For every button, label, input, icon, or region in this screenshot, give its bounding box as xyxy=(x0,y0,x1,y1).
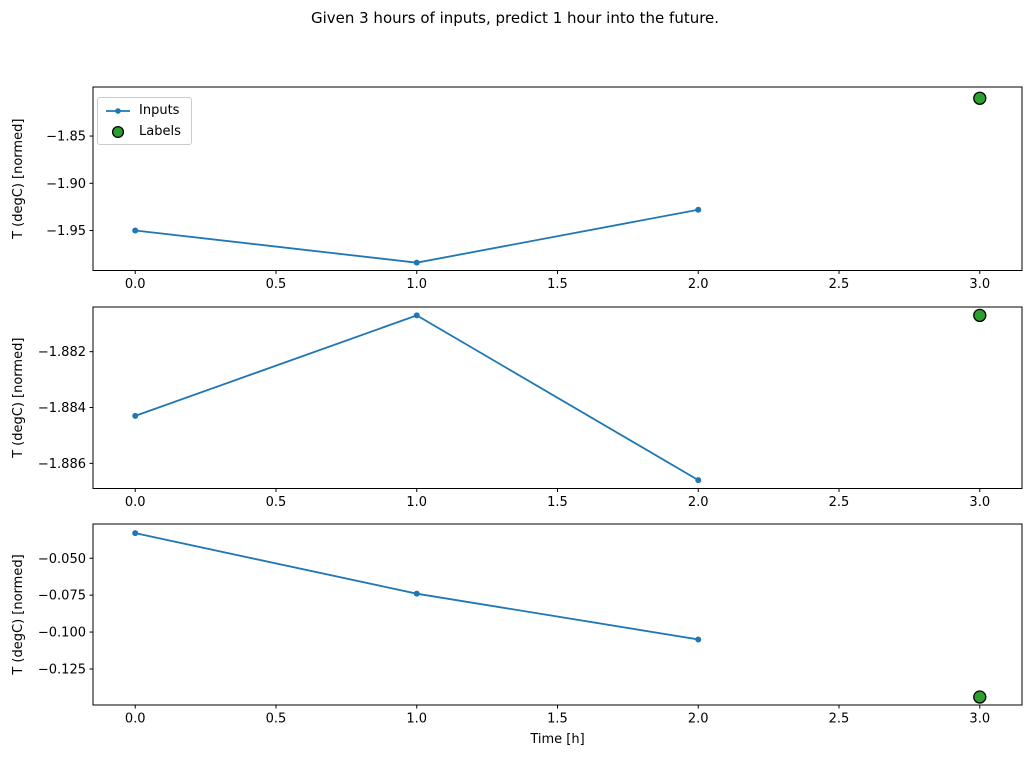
y-tick-label: −1.882 xyxy=(38,345,86,360)
inputs-line xyxy=(135,532,699,641)
x-tick-label: 1.5 xyxy=(547,277,568,292)
x-tick-label: 1.5 xyxy=(547,712,568,727)
y-tick-label: −0.075 xyxy=(38,589,86,604)
inputs-marker xyxy=(695,206,702,213)
legend: Inputs Labels xyxy=(97,97,192,145)
x-tick-label: 1.0 xyxy=(406,495,427,510)
x-tick-label: 2.5 xyxy=(829,495,850,510)
inputs-line xyxy=(135,208,699,264)
inputs-marker xyxy=(132,412,139,419)
inputs-marker xyxy=(695,636,702,643)
inputs-marker xyxy=(413,312,420,319)
y-axis-label: T (degC) [normed] xyxy=(11,338,26,459)
inputs-line xyxy=(134,314,699,481)
inputs-marker xyxy=(132,530,139,537)
inputs-marker xyxy=(413,590,420,597)
x-tick-label: 0.0 xyxy=(125,495,146,510)
x-tick-label: 3.0 xyxy=(969,712,990,727)
y-tick-label: −1.90 xyxy=(46,177,86,192)
x-tick-label: 0.0 xyxy=(125,712,146,727)
axes-border xyxy=(92,86,1023,271)
inputs-marker xyxy=(413,259,420,266)
inputs-marker xyxy=(132,227,139,234)
inputs-marker xyxy=(695,477,702,484)
axes-border xyxy=(92,306,1023,489)
y-axis-label: T (degC) [normed] xyxy=(11,119,26,240)
figure-title: Given 3 hours of inputs, predict 1 hour … xyxy=(310,9,720,27)
x-tick-label: 2.0 xyxy=(688,277,709,292)
y-tick-label: −1.886 xyxy=(38,457,86,472)
x-tick-label: 1.0 xyxy=(406,277,427,292)
legend-item-inputs: Inputs xyxy=(105,103,181,118)
x-tick-label: 0.5 xyxy=(266,495,287,510)
x-tick-label: 0.5 xyxy=(266,277,287,292)
y-tick-label: −0.050 xyxy=(38,552,86,567)
y-tick-label: −1.85 xyxy=(46,130,86,145)
labels-marker xyxy=(973,308,987,323)
y-tick-label: −0.125 xyxy=(38,662,86,677)
x-tick-label: 0.5 xyxy=(266,712,287,727)
x-axis-label: Time [h] xyxy=(529,732,584,747)
legend-label-inputs: Inputs xyxy=(139,103,180,118)
x-tick-label: 1.0 xyxy=(406,712,427,727)
labels-marker xyxy=(973,91,987,105)
x-tick-label: 2.0 xyxy=(688,712,709,727)
y-axis-label: T (degC) [normed] xyxy=(11,554,26,675)
inputs-line-marker-icon xyxy=(105,104,131,118)
legend-label-labels: Labels xyxy=(139,124,181,139)
legend-item-labels: Labels xyxy=(105,124,181,139)
y-tick-label: −0.100 xyxy=(38,626,86,641)
y-tick-label: −1.95 xyxy=(46,224,86,239)
y-tick-label: −1.884 xyxy=(38,401,86,416)
labels-marker xyxy=(973,690,987,704)
labels-circle-marker-icon xyxy=(105,125,131,139)
axes-border xyxy=(92,523,1023,706)
x-tick-label: 0.0 xyxy=(125,277,146,292)
x-tick-label: 2.5 xyxy=(829,277,850,292)
x-tick-label: 3.0 xyxy=(969,277,990,292)
x-tick-label: 2.5 xyxy=(829,712,850,727)
x-tick-label: 3.0 xyxy=(969,495,990,510)
x-tick-label: 2.0 xyxy=(688,495,709,510)
x-tick-label: 1.5 xyxy=(547,495,568,510)
